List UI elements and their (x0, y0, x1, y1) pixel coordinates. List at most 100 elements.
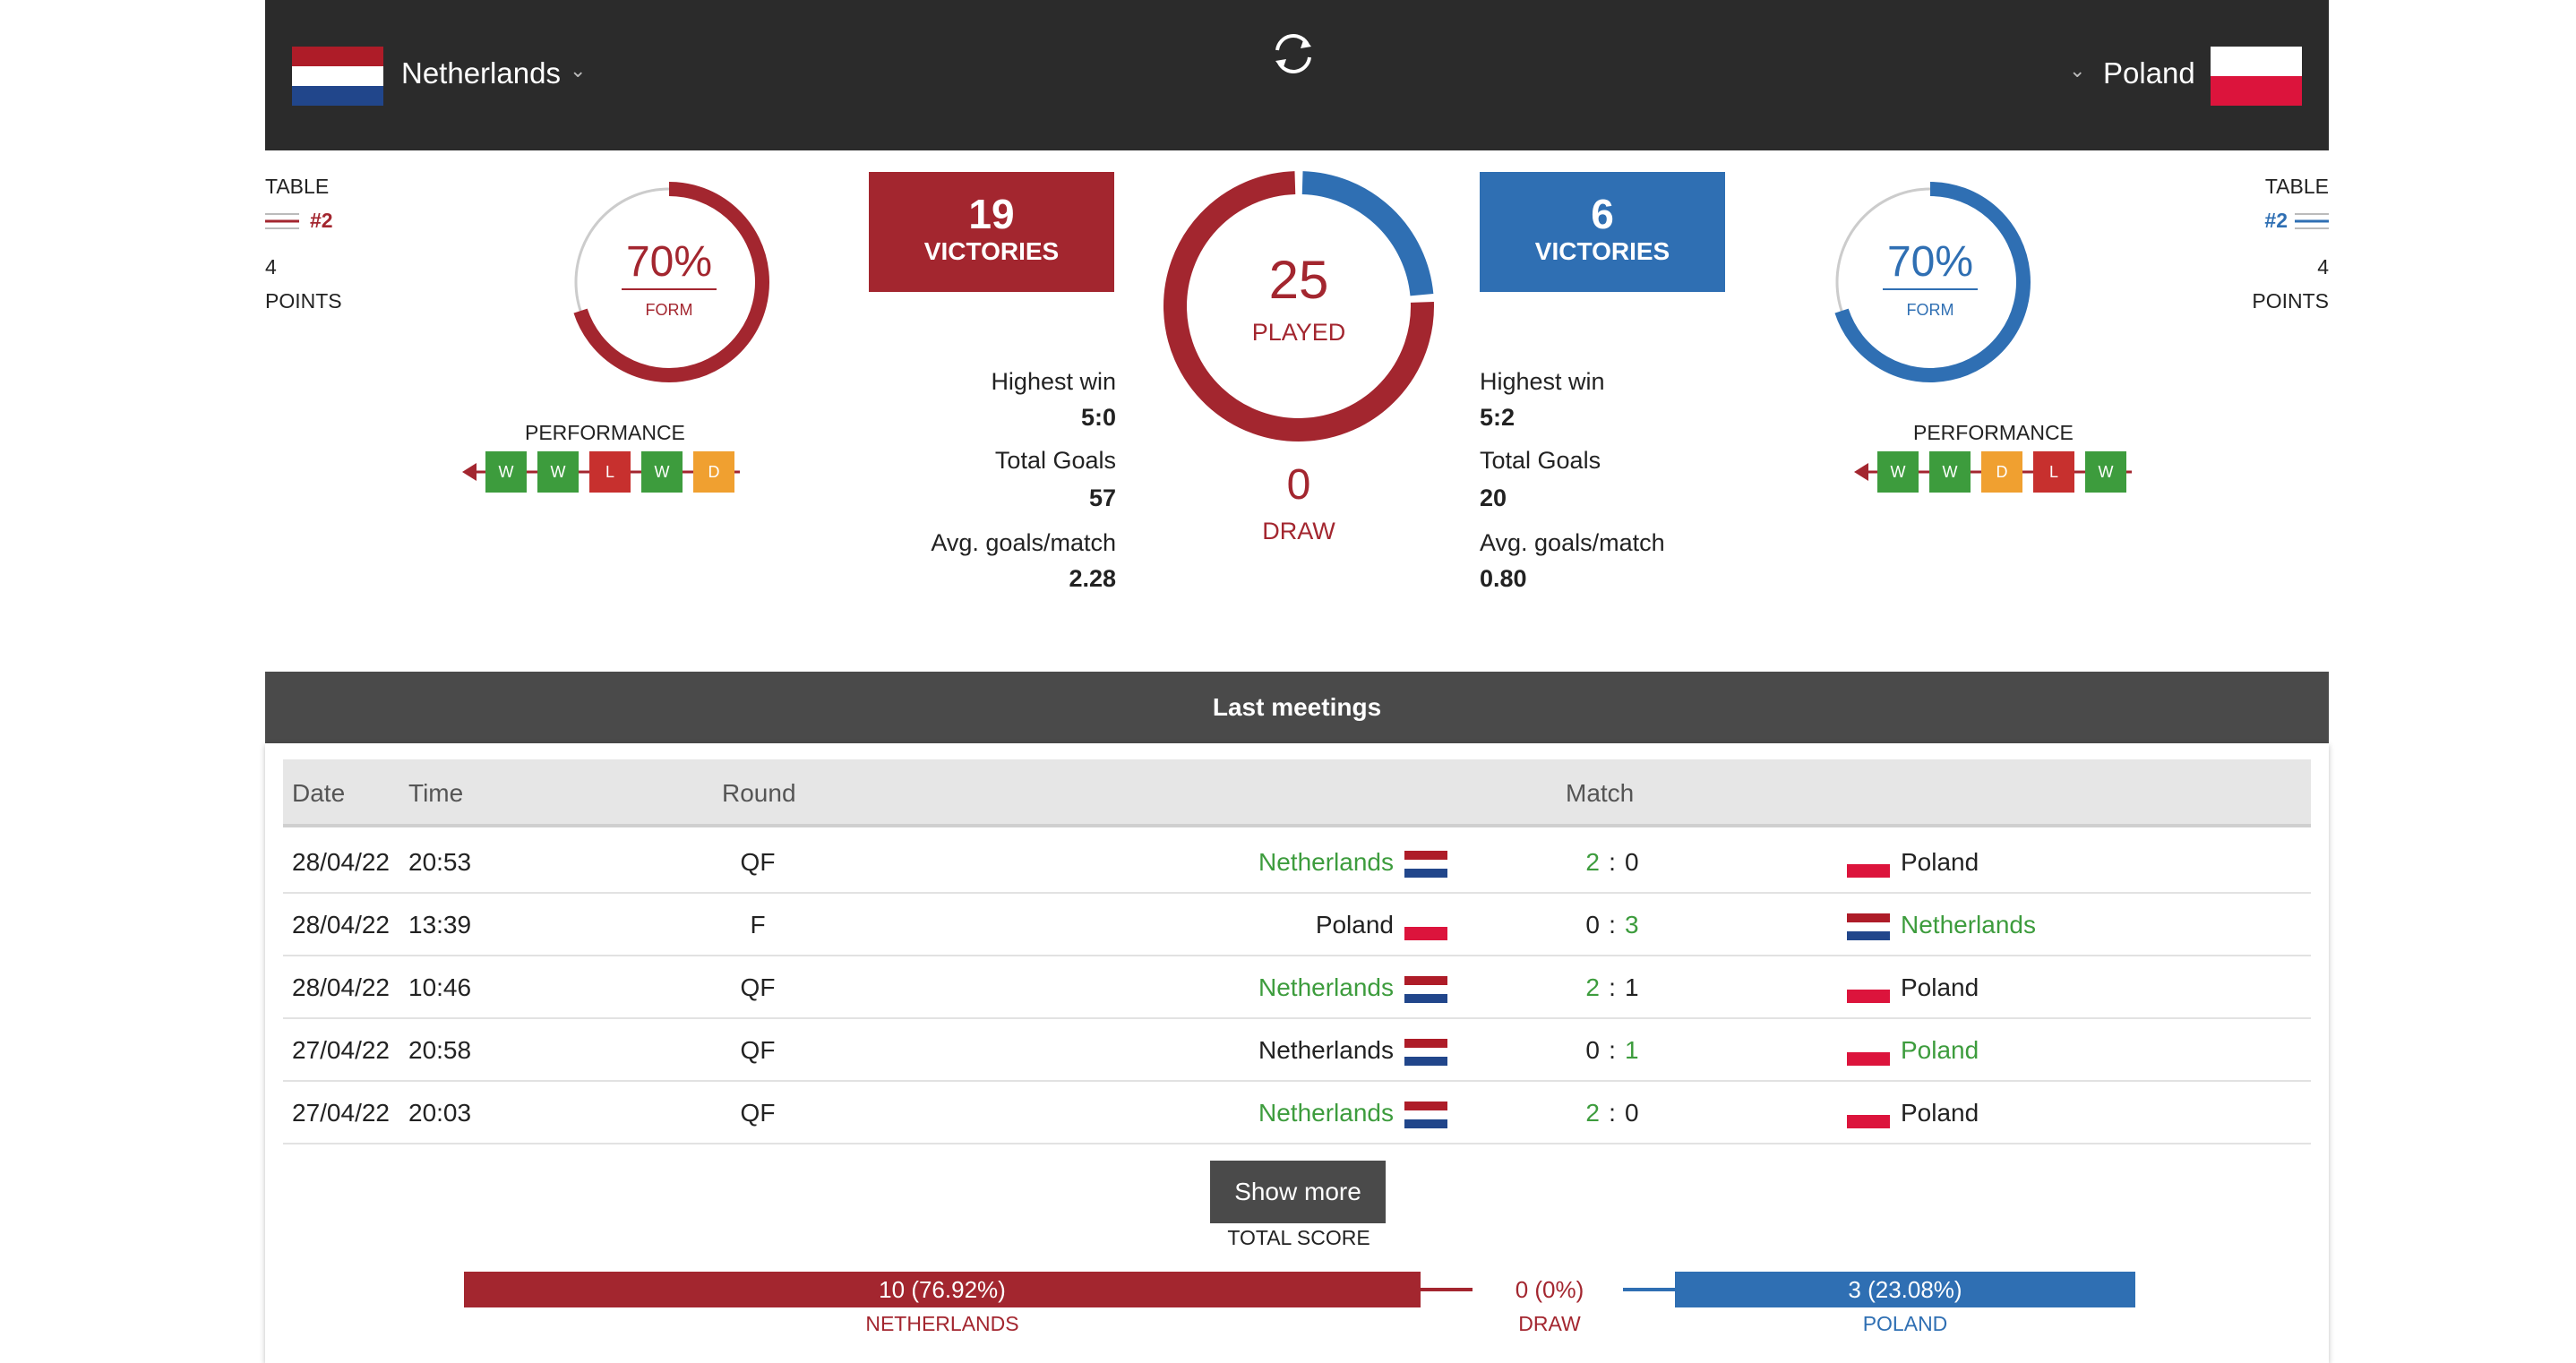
row-away-team[interactable]: Poland (1901, 1099, 1979, 1127)
away-points: 4 (2317, 255, 2329, 279)
total-score-label: TOTAL SCORE (1227, 1226, 1370, 1249)
row-away-team[interactable]: Netherlands (1901, 911, 2036, 939)
row-date: 28/04/22 (292, 973, 390, 1001)
away-form-pct: 70% (1886, 238, 1974, 286)
row-away-score: 1 (1625, 973, 1639, 1001)
home-total-goals: 57 (1088, 484, 1116, 511)
row-home-team[interactable]: Poland (1315, 911, 1394, 939)
draw-count: 0 (1286, 461, 1311, 509)
draw-total-value: 0 (0%) (1515, 1276, 1584, 1303)
row-round: F (750, 911, 766, 939)
row-away-flag-icon (1847, 1102, 1890, 1128)
away-total-goals-label: Total Goals (1480, 447, 1601, 474)
row-away-score: 3 (1625, 911, 1639, 939)
match-header: Netherlands ⌄ ⌄ Poland (265, 0, 2329, 150)
row-round: QF (740, 1036, 776, 1064)
home-highest-win: 5:0 (1080, 404, 1116, 431)
away-performance-item: L (2033, 451, 2074, 493)
row-score-sep: : (1609, 1099, 1616, 1127)
row-away-team[interactable]: Poland (1901, 973, 1979, 1001)
row-home-team[interactable]: Netherlands (1258, 1099, 1394, 1127)
row-time: 20:03 (408, 1099, 472, 1127)
row-home-team[interactable]: Netherlands (1258, 973, 1394, 1001)
row-date: 28/04/22 (292, 848, 390, 876)
away-highest-win-label: Highest win (1480, 368, 1605, 395)
row-away-team[interactable]: Poland (1901, 1036, 1979, 1064)
home-table-label: TABLE (265, 175, 330, 198)
row-date: 27/04/22 (292, 1099, 390, 1127)
played-away-arc (1301, 171, 1434, 296)
col-date[interactable]: Date (292, 779, 346, 807)
home-total-goals-label: Total Goals (994, 447, 1116, 474)
table-row[interactable]: 27/04/22 20:03 QF Netherlands 2:0 Poland (283, 1082, 2311, 1144)
away-table-lines-icon (2295, 213, 2329, 229)
refresh-icon[interactable] (1267, 27, 1320, 81)
col-match[interactable]: Match (1566, 779, 1635, 807)
away-avg-goals-label: Avg. goals/match (1480, 529, 1665, 556)
home-form-underline (622, 288, 717, 290)
away-performance-item: W (1929, 451, 1971, 493)
home-performance-item: W (537, 451, 579, 493)
meetings-table-header: Date Time Round Match (283, 759, 2311, 827)
home-form-ring (573, 182, 769, 382)
home-total-label: NETHERLANDS (865, 1312, 1019, 1335)
table-row[interactable]: 28/04/22 20:53 QF Netherlands 2:0 Poland (283, 831, 2311, 894)
away-performance-label: PERFORMANCE (1913, 421, 2074, 444)
chevron-down-icon[interactable]: ⌄ (2069, 59, 2086, 81)
row-home-flag-icon (1404, 1102, 1447, 1128)
row-home-score: 2 (1585, 848, 1600, 876)
row-round: QF (740, 848, 776, 876)
away-form-label: FORM (1906, 301, 1954, 319)
row-round: QF (740, 1099, 776, 1127)
col-time[interactable]: Time (408, 779, 464, 807)
row-home-score: 0 (1585, 911, 1600, 939)
home-performance-label: PERFORMANCE (525, 421, 685, 444)
row-date: 27/04/22 (292, 1036, 390, 1064)
away-points-label: POINTS (2252, 289, 2329, 313)
away-victories-count: 6 (1591, 191, 1614, 237)
home-team-select[interactable]: Netherlands (401, 56, 561, 90)
row-home-flag-icon (1404, 851, 1447, 878)
home-victories-box: 19 VICTORIES (869, 172, 1114, 292)
table-row[interactable]: 28/04/22 10:46 QF Netherlands 2:1 Poland (283, 956, 2311, 1019)
table-row[interactable]: 28/04/22 13:39 F Poland 0:3 Netherlands (283, 894, 2311, 956)
draw-label: DRAW (1262, 518, 1335, 544)
home-table-rank: #2 (310, 209, 333, 232)
last-meetings-title: Last meetings (265, 672, 2329, 743)
away-form-underline (1883, 288, 1978, 290)
away-team-select[interactable]: Poland (2103, 56, 2195, 90)
row-away-score: 1 (1625, 1036, 1639, 1064)
home-highest-win-label: Highest win (991, 368, 1116, 395)
played-ring (1163, 171, 1434, 441)
home-victories-label: VICTORIES (923, 237, 1060, 265)
home-flag-icon (292, 47, 383, 106)
row-home-team[interactable]: Netherlands (1258, 848, 1394, 876)
away-performance-item: D (1981, 451, 2022, 493)
row-home-flag-icon (1404, 1039, 1447, 1066)
away-avg-goals: 0.80 (1480, 565, 1527, 592)
row-away-flag-icon (1847, 1039, 1890, 1066)
row-home-team[interactable]: Netherlands (1258, 1036, 1394, 1064)
row-score-sep: : (1609, 1036, 1616, 1064)
home-avg-goals: 2.28 (1069, 565, 1116, 592)
row-time: 13:39 (408, 911, 472, 939)
table-row[interactable]: 27/04/22 20:58 QF Netherlands 0:1 Poland (283, 1019, 2311, 1082)
home-performance-item: W (641, 451, 683, 493)
row-away-team[interactable]: Poland (1901, 848, 1979, 876)
away-table-label: TABLE (2264, 175, 2329, 198)
home-total-bar: 10 (76.92%) (464, 1272, 1421, 1307)
home-performance-item: L (589, 451, 631, 493)
row-time: 20:53 (408, 848, 472, 876)
col-round[interactable]: Round (722, 779, 796, 807)
chevron-down-icon[interactable]: ⌄ (570, 59, 587, 81)
row-time: 20:58 (408, 1036, 472, 1064)
row-away-flag-icon (1847, 976, 1890, 1003)
row-home-score: 2 (1585, 973, 1600, 1001)
draw-total-label: DRAW (1518, 1312, 1581, 1335)
home-form-label: FORM (645, 301, 693, 319)
home-table-lines-icon (265, 213, 299, 229)
row-away-score: 0 (1625, 1099, 1639, 1127)
show-more-button[interactable]: Show more (1210, 1161, 1386, 1223)
home-bar-connector (1421, 1288, 1473, 1291)
row-time: 10:46 (408, 973, 472, 1001)
